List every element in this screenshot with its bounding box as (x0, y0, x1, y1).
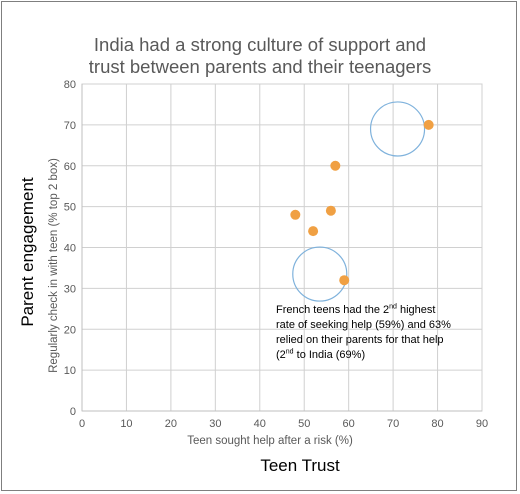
data-point (290, 209, 301, 220)
annotation-line4-b: to India (69%) (293, 349, 366, 361)
annotation-line4-a: (2 (276, 349, 286, 361)
data-point (325, 205, 336, 216)
y-tick-label: 20 (64, 324, 76, 336)
x-tick-label: 60 (343, 418, 355, 430)
x-tick-label: 80 (431, 418, 443, 430)
y-axis-title: Regularly check in with teen (% top 2 bo… (48, 158, 60, 373)
highlight-circle (292, 246, 348, 302)
outer-x-axis-label: Teen Trust (260, 456, 340, 475)
x-tick-label: 20 (165, 418, 177, 430)
annotation-line2: rate of seeking help (59%) and 63% (276, 319, 451, 331)
annotation-line4-sup: nd (285, 348, 294, 356)
y-tick-label: 50 (64, 202, 76, 214)
data-point (330, 160, 341, 171)
x-tick-label: 70 (387, 418, 399, 430)
x-tick-label: 10 (120, 418, 132, 430)
y-tick-label: 30 (64, 283, 76, 295)
x-axis-title: Teen sought help after a risk (%) (187, 435, 353, 447)
data-point (423, 119, 434, 130)
x-tick-label: 30 (209, 418, 221, 430)
y-tick-label: 10 (64, 365, 76, 377)
x-tick-label: 40 (254, 418, 266, 430)
annotation-line1-a: French teens had the 2 (276, 304, 390, 316)
x-tick-label: 0 (79, 418, 85, 430)
chart-title-line-2: trust between parents and their teenager… (88, 56, 432, 77)
annotation-line1-sup: nd (389, 303, 397, 311)
y-tick-label: 70 (64, 120, 76, 132)
y-tick-label: 40 (64, 243, 76, 255)
annotation-line1-b: highest (396, 304, 436, 316)
y-tick-label: 0 (70, 406, 76, 418)
highlight-circle (369, 101, 426, 157)
x-tick-label: 50 (298, 418, 310, 430)
data-point (308, 226, 319, 237)
y-tick-label: 80 (64, 79, 76, 91)
annotation-text: French teens had the 2nd highest rate of… (276, 303, 476, 363)
y-tick-label: 60 (64, 161, 76, 173)
data-point (339, 275, 350, 286)
chart-title-line-1: India had a strong culture of support an… (93, 34, 427, 55)
annotation-line3: relied on their parents for that help (276, 334, 444, 346)
x-tick-label: 90 (476, 418, 488, 430)
